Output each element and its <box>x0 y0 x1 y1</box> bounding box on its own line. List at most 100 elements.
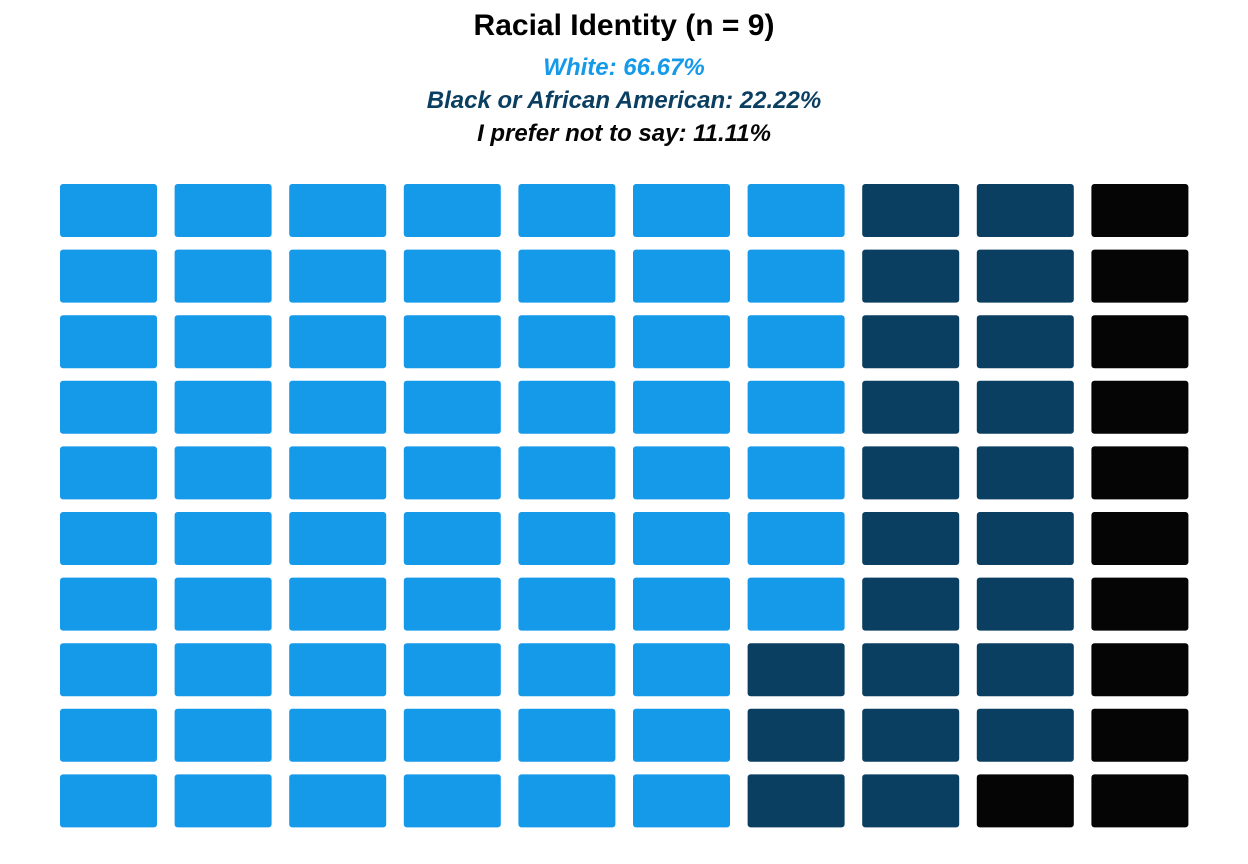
waffle-cell-white <box>60 249 157 303</box>
waffle-cell-white <box>403 315 501 369</box>
waffle-cell-i-prefer-not-to-say <box>1091 249 1189 303</box>
waffle-cell-i-prefer-not-to-say <box>1091 315 1189 369</box>
waffle-cell-white <box>747 249 845 303</box>
waffle-cell-black-or-african-american <box>976 249 1074 303</box>
waffle-cell-black-or-african-american <box>862 315 960 369</box>
waffle-cell-white <box>174 446 272 500</box>
waffle-cell-white <box>747 512 845 565</box>
waffle-cell-black-or-african-american <box>976 446 1074 500</box>
waffle-cell-black-or-african-american <box>862 577 960 631</box>
waffle-cell-white <box>403 446 501 500</box>
waffle-cell-black-or-african-american <box>976 184 1074 237</box>
waffle-cell-white <box>60 380 157 434</box>
waffle-cell-i-prefer-not-to-say <box>1091 184 1189 237</box>
waffle-cell-black-or-african-american <box>976 643 1074 697</box>
waffle-cell-black-or-african-american <box>976 315 1074 369</box>
waffle-cell-white <box>289 708 387 762</box>
waffle-cell-white <box>633 446 730 500</box>
waffle-cell-white <box>403 577 501 631</box>
waffle-cell-i-prefer-not-to-say <box>1091 643 1189 697</box>
waffle-cell-white <box>60 774 157 828</box>
waffle-cell-white <box>747 380 845 434</box>
waffle-cell-black-or-african-american <box>862 643 960 697</box>
waffle-cell-white <box>403 708 501 762</box>
waffle-cell-white <box>518 774 616 828</box>
waffle-cell-black-or-african-american <box>862 774 960 828</box>
waffle-cell-white <box>633 512 730 565</box>
waffle-cell-white <box>60 184 157 237</box>
waffle-cell-black-or-african-american <box>862 380 960 434</box>
waffle-cell-white <box>518 577 616 631</box>
waffle-cell-black-or-african-american <box>862 708 960 762</box>
waffle-cell-i-prefer-not-to-say <box>1091 708 1189 762</box>
waffle-cell-white <box>60 577 157 631</box>
waffle-cell-white <box>289 577 387 631</box>
waffle-cell-white <box>747 577 845 631</box>
waffle-cell-white <box>518 380 616 434</box>
legend-entry-black-or-african-american: Black or African American: 22.22% <box>426 87 822 114</box>
waffle-cell-white <box>289 380 387 434</box>
waffle-cell-white <box>174 708 272 762</box>
waffle-cell-white <box>633 315 730 369</box>
waffle-cell-white <box>403 380 501 434</box>
waffle-cell-black-or-african-american <box>862 184 960 237</box>
waffle-cell-i-prefer-not-to-say <box>1091 512 1189 565</box>
waffle-cell-white <box>633 577 730 631</box>
waffle-cell-black-or-african-american <box>862 446 960 500</box>
waffle-cell-white <box>174 643 272 697</box>
waffle-cell-white <box>747 446 845 500</box>
waffle-cell-white <box>289 774 387 828</box>
waffle-cell-white <box>518 708 616 762</box>
waffle-cell-black-or-african-american <box>976 577 1074 631</box>
waffle-cell-white <box>403 249 501 303</box>
waffle-cell-i-prefer-not-to-say <box>1091 380 1189 434</box>
waffle-cell-white <box>518 249 616 303</box>
waffle-cell-white <box>289 446 387 500</box>
waffle-cell-white <box>633 380 730 434</box>
waffle-cell-black-or-african-american <box>747 708 845 762</box>
waffle-cell-white <box>174 512 272 565</box>
waffle-cell-white <box>289 315 387 369</box>
waffle-cell-i-prefer-not-to-say <box>1091 446 1189 500</box>
waffle-cell-i-prefer-not-to-say <box>1091 774 1189 828</box>
waffle-cell-white <box>518 643 616 697</box>
waffle-cell-white <box>633 184 730 237</box>
waffle-cell-white <box>174 774 272 828</box>
waffle-cell-white <box>60 643 157 697</box>
waffle-cell-black-or-african-american <box>976 708 1074 762</box>
waffle-cell-white <box>518 446 616 500</box>
waffle-cell-black-or-african-american <box>976 380 1074 434</box>
waffle-cell-white <box>403 643 501 697</box>
waffle-cell-black-or-african-american <box>976 512 1074 565</box>
waffle-cell-black-or-african-american <box>747 774 845 828</box>
legend-entry-white: White: 66.67% <box>543 54 705 81</box>
chart-title: Racial Identity (n = 9) <box>473 9 775 42</box>
waffle-cell-black-or-african-american <box>862 249 960 303</box>
waffle-cell-white <box>403 774 501 828</box>
waffle-cell-white <box>174 184 272 237</box>
waffle-cell-white <box>403 184 501 237</box>
waffle-cell-i-prefer-not-to-say <box>1091 577 1189 631</box>
waffle-cell-white <box>518 512 616 565</box>
waffle-cell-white <box>174 315 272 369</box>
waffle-cell-white <box>174 577 272 631</box>
waffle-cell-white <box>60 512 157 565</box>
waffle-cell-white <box>60 708 157 762</box>
waffle-cell-white <box>60 315 157 369</box>
waffle-cell-white <box>60 446 157 500</box>
waffle-cell-white <box>633 643 730 697</box>
waffle-cell-white <box>403 512 501 565</box>
waffle-cell-white <box>633 708 730 762</box>
waffle-cell-white <box>174 380 272 434</box>
waffle-cell-white <box>289 512 387 565</box>
waffle-cell-white <box>747 184 845 237</box>
waffle-cell-i-prefer-not-to-say <box>976 774 1074 828</box>
waffle-cell-white <box>289 184 387 237</box>
legend-entry-prefer-not-to-say: I prefer not to say: 11.11% <box>477 120 771 147</box>
waffle-cell-white <box>174 249 272 303</box>
waffle-cell-white <box>289 643 387 697</box>
waffle-cell-white <box>518 184 616 237</box>
waffle-cell-black-or-african-american <box>747 643 845 697</box>
waffle-cell-white <box>747 315 845 369</box>
